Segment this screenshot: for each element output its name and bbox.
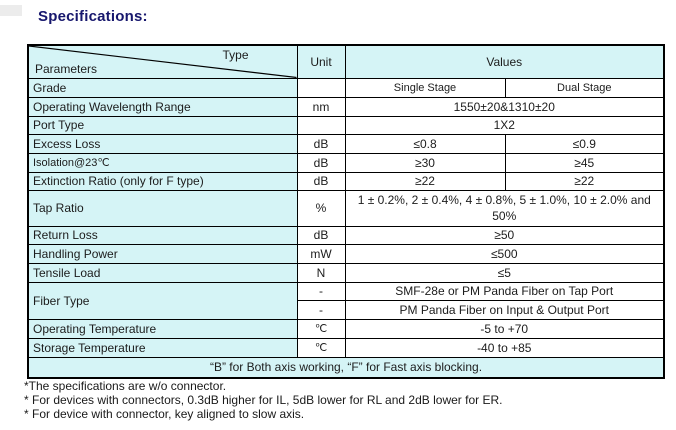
value-cell: SMF-28e or PM Panda Fiber on Tap Port (344, 281, 665, 301)
footer-note: “B” for Both axis working, “F” for Fast … (27, 356, 665, 378)
unit-cell: dB (296, 152, 346, 173)
row-handling-power: Handling Power mW ≤500 (27, 243, 665, 264)
type-parameters-header-cell: Type Parameters (27, 44, 298, 79)
unit-cell: - (296, 281, 346, 301)
value-cell-single: ≥22 (344, 171, 506, 191)
diagonal-divider (29, 46, 296, 77)
scan-artifact (0, 5, 22, 16)
unit-cell: - (296, 299, 346, 320)
param-cell: Excess Loss (27, 133, 298, 154)
page-title: Specifications: (38, 8, 148, 25)
header-unit-label: Unit (296, 44, 346, 79)
unit-cell: dB (296, 133, 346, 154)
param-cell: Handling Power (27, 243, 298, 264)
param-cell: Fiber Type (27, 281, 298, 320)
param-cell: Return Loss (27, 225, 298, 245)
table-footer-row: “B” for Both axis working, “F” for Fast … (27, 356, 665, 378)
row-extinction-ratio: Extinction Ratio (only for F type) dB ≥2… (27, 171, 665, 191)
unit-cell: ℃ (296, 337, 346, 358)
specifications-table: Type Parameters Unit Values Grade Single… (27, 44, 665, 379)
param-cell: Grade (27, 77, 298, 98)
row-operating-wavelength-range: Operating Wavelength Range nm 1550±20&13… (27, 96, 665, 117)
value-cell-single: ≤0.8 (344, 133, 506, 154)
unit-cell: % (296, 189, 346, 227)
row-port-type: Port Type 1X2 (27, 115, 665, 135)
header-type-label: Type (222, 48, 249, 62)
row-tap-ratio: Tap Ratio % 1 ± 0.2%, 2 ± 0.4%, 4 ± 0.8%… (27, 189, 665, 227)
param-cell: Port Type (27, 115, 298, 135)
value-cell: ≤5 (344, 262, 665, 283)
value-cell: 1550±20&1310±20 (344, 96, 665, 117)
row-isolation: Isolation@23℃ dB ≥30 ≥45 (27, 152, 665, 173)
param-cell: Tap Ratio (27, 189, 298, 227)
unit-cell: mW (296, 243, 346, 264)
footnote-3: * For device with connector, key aligned… (24, 407, 305, 421)
value-cell-dual: ≥45 (504, 152, 665, 173)
row-fiber-type-2: - PM Panda Fiber on Input & Output Port (28, 299, 665, 320)
value-cell: ≥50 (344, 225, 665, 245)
value-cell-single: Single Stage (344, 77, 506, 98)
param-cell: Tensile Load (27, 262, 298, 283)
value-cell: PM Panda Fiber on Input & Output Port (344, 299, 665, 320)
value-cell: 1 ± 0.2%, 2 ± 0.4%, 4 ± 0.8%, 5 ± 1.0%, … (344, 189, 665, 227)
row-return-loss: Return Loss dB ≥50 (27, 225, 665, 245)
footnote-1: *The specifications are w/o connector. (24, 379, 227, 393)
table-header-row: Type Parameters Unit Values (27, 44, 665, 79)
param-cell: Isolation@23℃ (27, 152, 298, 173)
header-values-label: Values (344, 44, 665, 79)
value-cell-dual: ≥22 (504, 171, 665, 191)
unit-cell: dB (296, 171, 346, 191)
unit-cell (296, 77, 346, 98)
header-parameters-label: Parameters (35, 61, 98, 76)
row-storage-temperature: Storage Temperature ℃ -40 to +85 (27, 337, 665, 358)
footnotes: *The specifications are w/o connector. *… (24, 379, 502, 421)
row-fiber-type-1: Fiber Type - SMF-28e or PM Panda Fiber o… (27, 281, 665, 320)
param-cell: Storage Temperature (27, 337, 298, 358)
value-cell-dual: Dual Stage (504, 77, 665, 98)
param-cell: Operating Wavelength Range (27, 96, 298, 117)
unit-cell: N (296, 262, 346, 283)
value-cell: ≤500 (344, 243, 665, 264)
unit-cell (296, 115, 346, 135)
unit-cell: dB (296, 225, 346, 245)
value-cell: -40 to +85 (344, 337, 665, 358)
value-cell-dual: ≤0.9 (504, 133, 665, 154)
row-grade: Grade Single Stage Dual Stage (27, 77, 665, 98)
row-excess-loss: Excess Loss dB ≤0.8 ≤0.9 (27, 133, 665, 154)
unit-cell: nm (296, 96, 346, 117)
unit-cell: ℃ (296, 318, 346, 339)
param-cell: Operating Temperature (27, 318, 298, 339)
row-operating-temperature: Operating Temperature ℃ -5 to +70 (27, 318, 665, 339)
footnote-2: * For devices with connectors, 0.3dB hig… (24, 393, 503, 407)
row-tensile-load: Tensile Load N ≤5 (27, 262, 665, 283)
value-cell: -5 to +70 (344, 318, 665, 339)
value-cell-single: ≥30 (344, 152, 506, 173)
param-cell: Extinction Ratio (only for F type) (27, 171, 298, 191)
value-cell: 1X2 (344, 115, 665, 135)
